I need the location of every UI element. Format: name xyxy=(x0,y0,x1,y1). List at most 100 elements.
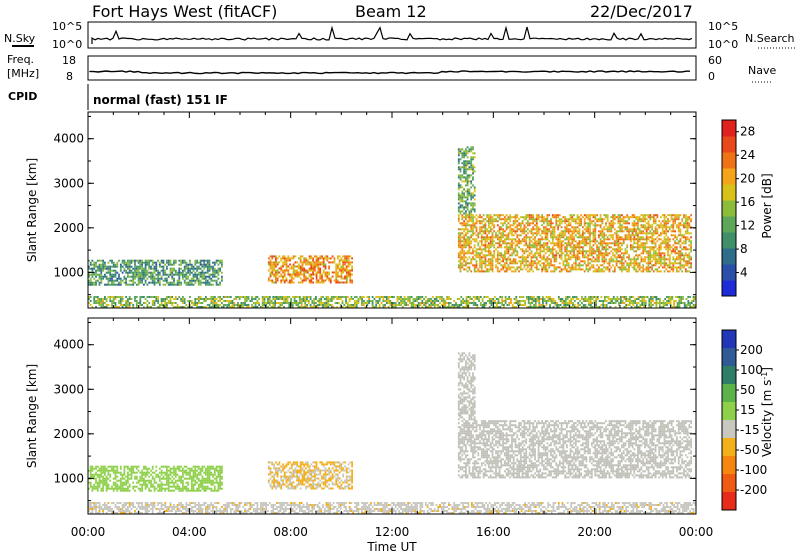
power-cell xyxy=(483,302,486,304)
power-cell xyxy=(348,300,351,302)
power-cell xyxy=(548,228,551,231)
power-cell xyxy=(244,296,246,298)
power-cell xyxy=(646,296,649,298)
power-cell xyxy=(315,261,318,264)
power-cell xyxy=(229,306,232,308)
power-cell xyxy=(304,298,307,300)
power-cell xyxy=(448,296,450,298)
power-cell xyxy=(689,304,691,306)
power-cell xyxy=(686,220,689,223)
power-cell xyxy=(305,259,307,262)
power-cell xyxy=(652,250,655,253)
power-cell xyxy=(480,240,483,243)
power-cell xyxy=(679,246,682,249)
power-cell xyxy=(320,296,323,298)
power-cell xyxy=(105,277,108,280)
power-cell xyxy=(194,267,197,270)
power-cell xyxy=(564,230,567,233)
power-cell xyxy=(563,304,566,306)
power-cell xyxy=(626,246,629,249)
power-cell xyxy=(213,275,216,278)
power-cell xyxy=(489,236,492,239)
power-cell xyxy=(658,234,661,237)
power-cell xyxy=(543,256,545,259)
power-cell xyxy=(611,298,613,300)
power-cell xyxy=(267,257,270,260)
power-cell xyxy=(583,254,586,257)
power-cell xyxy=(500,238,503,241)
power-cell xyxy=(123,304,126,306)
power-cell xyxy=(504,270,506,273)
power-cell xyxy=(509,258,512,261)
power-cell xyxy=(652,214,655,217)
power-cell xyxy=(529,304,532,306)
power-cell xyxy=(493,240,496,243)
power-cell xyxy=(151,261,154,264)
power-cell xyxy=(267,300,269,302)
power-cell xyxy=(595,306,597,308)
power-cell xyxy=(475,254,478,257)
power-cell xyxy=(162,304,165,306)
power-cell xyxy=(617,222,620,225)
power-cell xyxy=(551,254,554,257)
power-cell xyxy=(617,218,620,221)
power-cell xyxy=(459,206,462,209)
power-cell xyxy=(322,306,324,308)
power-cell xyxy=(465,150,467,153)
power-cell xyxy=(550,264,552,267)
power-cell xyxy=(486,246,488,249)
power-cell xyxy=(254,304,257,306)
power-cell xyxy=(505,220,508,223)
power-cell xyxy=(635,270,637,273)
power-cell xyxy=(449,298,452,300)
power-cell xyxy=(322,259,325,262)
power-cell xyxy=(278,255,281,258)
power-cell xyxy=(658,220,661,223)
power-cell xyxy=(208,298,211,300)
power-cell xyxy=(150,277,152,280)
power-cell xyxy=(484,222,487,225)
power-cell xyxy=(183,279,186,282)
power-cell xyxy=(507,234,510,237)
power-cell xyxy=(615,256,618,259)
power-cell xyxy=(362,302,365,304)
power-cell xyxy=(439,306,441,308)
power-cell xyxy=(685,306,688,308)
power-cell xyxy=(589,304,592,306)
power-cell xyxy=(96,300,99,302)
power-cell xyxy=(317,257,320,260)
power-cell xyxy=(157,273,159,276)
power-cell xyxy=(426,302,429,304)
power-cell xyxy=(104,261,106,264)
power-cell xyxy=(672,226,675,229)
power-cell xyxy=(213,271,216,274)
power-cell xyxy=(478,300,480,302)
power-cell xyxy=(550,232,552,235)
power-cell xyxy=(635,264,637,267)
power-cell xyxy=(681,270,684,273)
power-cell xyxy=(466,250,469,253)
power-cell xyxy=(495,248,497,251)
power-cell xyxy=(479,240,481,243)
power-cell xyxy=(461,176,464,179)
power-cell xyxy=(135,259,138,262)
power-cell xyxy=(375,302,378,304)
power-cell xyxy=(648,302,651,304)
power-cell xyxy=(564,254,567,257)
power-cell xyxy=(205,265,207,268)
power-cell xyxy=(486,216,488,219)
power-cell xyxy=(652,240,655,243)
power-cell xyxy=(489,228,492,231)
power-cell xyxy=(144,302,147,304)
power-cell xyxy=(639,306,642,308)
power-cell xyxy=(157,281,159,284)
power-cell xyxy=(457,218,460,221)
power-cell xyxy=(158,261,161,264)
power-cell xyxy=(591,298,594,300)
power-cell xyxy=(647,262,650,265)
power-cell xyxy=(635,258,637,261)
power-cell xyxy=(663,226,666,229)
power-cell xyxy=(576,222,579,225)
power-cell xyxy=(143,261,145,264)
power-cell xyxy=(98,300,101,302)
